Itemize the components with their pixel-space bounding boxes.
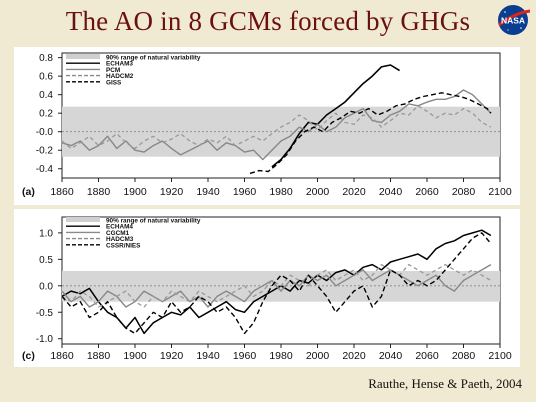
x-tick-label: 1940 xyxy=(196,186,220,198)
legend-swatch-band xyxy=(66,217,100,222)
y-tick-label: 0.5 xyxy=(39,255,53,266)
legend-label: HADCM2 xyxy=(106,73,134,80)
y-tick-label: 0.2 xyxy=(39,109,53,120)
series-line-hadcm2 xyxy=(61,105,492,150)
panel-label: (c) xyxy=(22,350,35,362)
chart-panel-1: 0.8 0.6 0.4 0.2 -0.0 -0.2 -0.4 1860 1880 1900 1920… xyxy=(14,47,520,205)
x-tick-label: 2100 xyxy=(488,186,512,198)
series-line-giss xyxy=(249,92,492,175)
x-tick-label: 2000 xyxy=(306,350,330,362)
x-tick-label: 1920 xyxy=(160,186,184,198)
citation: Rauthe, Hense & Paeth, 2004 xyxy=(368,376,522,391)
x-tick-label: 2080 xyxy=(452,350,476,362)
x-tick-label: 1960 xyxy=(233,350,257,362)
slide-title: The AO in 8 GCMs forced by GHGs xyxy=(65,6,471,36)
x-tick-label: 2040 xyxy=(379,350,403,362)
x-tick-label: 2100 xyxy=(488,350,512,362)
x-tick-label: 1860 xyxy=(50,350,74,362)
legend-swatch-band xyxy=(66,54,100,59)
x-tick-label: 1880 xyxy=(87,350,111,362)
x-tick-label: 1980 xyxy=(269,186,293,198)
legend-label: 90% range of natural variability xyxy=(106,55,201,62)
series-line-cssr-nies xyxy=(61,232,492,335)
x-tick-label: 1880 xyxy=(87,186,111,198)
series-line-hadcm3 xyxy=(61,263,492,308)
y-tick-label: -0.5 xyxy=(36,308,54,319)
legend-label: GISS xyxy=(106,79,122,86)
y-tick-label: -0.2 xyxy=(36,146,54,157)
x-tick-label: 1860 xyxy=(50,186,74,198)
x-tick-label: 1920 xyxy=(160,350,184,362)
panel-label: (a) xyxy=(22,186,35,198)
x-tick-label: 1980 xyxy=(269,350,293,362)
y-tick-label: -0.0 xyxy=(36,127,54,138)
x-tick-label: 1940 xyxy=(196,350,220,362)
x-tick-label: 1900 xyxy=(123,350,147,362)
y-tick-label: 0.0 xyxy=(39,281,53,292)
y-tick-label: -1.0 xyxy=(36,334,54,345)
legend-label: HADCM3 xyxy=(106,236,134,243)
y-tick-label: 0.4 xyxy=(39,90,53,101)
x-tick-label: 2060 xyxy=(415,350,439,362)
series-line-echam4 xyxy=(61,229,492,335)
y-tick-label: 0.6 xyxy=(39,72,53,83)
y-tick-label: 0.8 xyxy=(39,53,53,64)
x-tick-label: 2040 xyxy=(379,186,403,198)
series-line-cgcm1 xyxy=(61,263,492,308)
x-tick-label: 1960 xyxy=(233,186,257,198)
x-tick-label: 2080 xyxy=(452,186,476,198)
legend-label: PCM xyxy=(106,67,120,74)
nasa-logo-icon: NASA xyxy=(498,5,531,35)
legend-label: CGCM1 xyxy=(106,230,130,237)
legend-label: 90% range of natural variability xyxy=(106,218,201,225)
x-tick-label: 2060 xyxy=(415,186,439,198)
series-line-pcm xyxy=(61,89,492,161)
y-tick-label: 1.0 xyxy=(39,228,53,239)
legend-label: ECHAM4 xyxy=(106,224,133,231)
y-tick-label: -0.4 xyxy=(36,164,54,175)
chart-panel-2: 1.0 0.5 0.0 -0.5 -1.0 1860 1880 1900 1920 1940 196… xyxy=(14,209,520,367)
x-tick-label: 2020 xyxy=(342,350,366,362)
legend-label: ECHAM3 xyxy=(106,61,133,68)
x-tick-label: 2020 xyxy=(342,186,366,198)
legend-label: CSSR/NIES xyxy=(106,242,141,249)
nasa-logo-text: NASA xyxy=(501,16,525,26)
x-tick-label: 1900 xyxy=(123,186,147,198)
x-tick-label: 2000 xyxy=(306,186,330,198)
